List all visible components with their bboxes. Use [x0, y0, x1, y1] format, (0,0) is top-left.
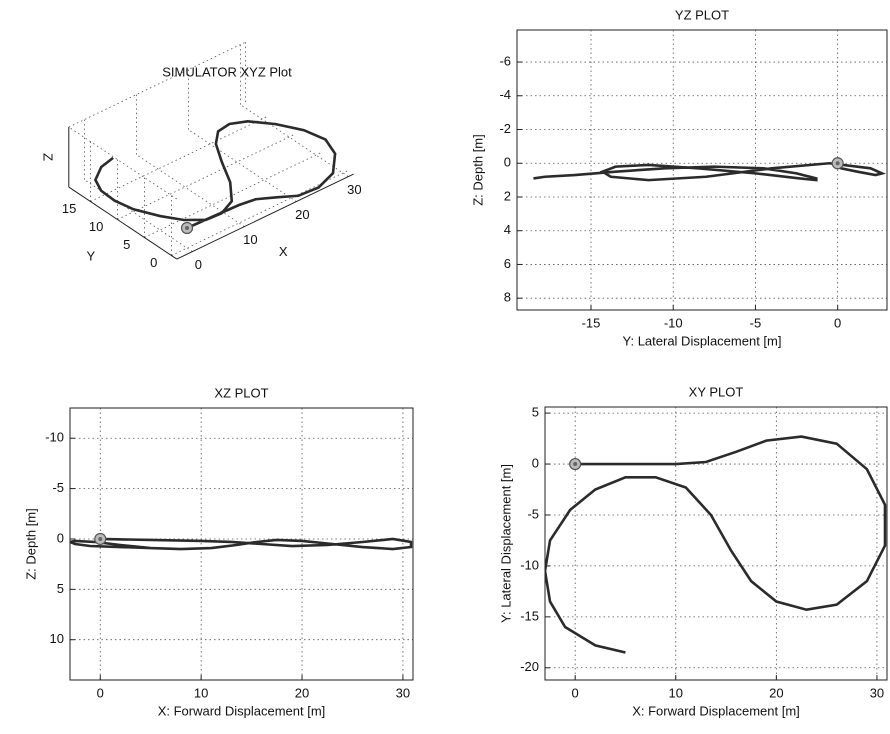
start-marker-center [185, 226, 189, 230]
x-tick-label: 30 [396, 685, 410, 700]
start-marker-center [98, 536, 103, 541]
y-axis-label: Y [86, 249, 95, 264]
y-tick-label: 4 [504, 222, 511, 237]
x-axis-label: X: Forward Displacement [m] [632, 703, 800, 718]
y-tick-label: -10 [520, 557, 539, 572]
y-axis-label: Z: Depth [m] [470, 134, 485, 206]
axes-box [544, 406, 888, 681]
y-tick-label: 6 [504, 256, 511, 271]
x-axis [176, 173, 354, 260]
grid-line [144, 152, 322, 238]
y-axis-label: Y: Lateral Displacement [m] [498, 464, 513, 623]
x-tick-label: 20 [295, 207, 309, 222]
x-axis-label: X: Forward Displacement [m] [158, 703, 326, 718]
start-marker-center [835, 161, 840, 166]
x-tick-label: -5 [750, 315, 762, 330]
trajectory-line [545, 435, 887, 654]
chart-title: SIMULATOR XYZ Plot [162, 64, 292, 79]
grid-line [136, 154, 245, 227]
y-tick-label: 2 [504, 188, 511, 203]
y-tick-label: -2 [499, 121, 511, 136]
y-tick-label: 10 [89, 219, 103, 234]
y-tick-label: 10 [50, 631, 64, 646]
y-tick-label: -6 [499, 53, 511, 68]
x-tick-label: 20 [295, 685, 309, 700]
x-tick-label: 20 [769, 685, 783, 700]
trajectory-line [70, 537, 413, 551]
z-axis-label: Z [40, 153, 55, 161]
grid-line [240, 104, 349, 177]
subplot-3d: 0 10 20 30 0 5 10 15 X Y Z SIMULATOR XYZ Plot [40, 41, 362, 272]
subplot: 0 10 20 30 -20 -15 -10 -5 0 5 XY PLOT X: Forward Di… [498, 384, 888, 718]
x-tick-label: 0 [572, 685, 579, 700]
y-tick-label: 5 [532, 405, 539, 420]
box-edge [68, 126, 178, 200]
x-axis-label: X [279, 244, 288, 259]
grid-line [171, 170, 349, 256]
y-tick-label: 0 [504, 155, 511, 170]
axes-box [516, 29, 888, 311]
y-axis-label: Z: Depth [m] [23, 508, 38, 580]
y-tick-label: 5 [57, 581, 64, 596]
chart-title: YZ PLOT [675, 7, 729, 22]
x-tick-label: -15 [582, 315, 601, 330]
x-tick-label: 0 [195, 257, 202, 272]
y-tick-label: 5 [123, 237, 130, 252]
x-tick-label: 30 [347, 182, 361, 197]
y-tick-label: -4 [499, 87, 511, 102]
y-tick-label: 0 [532, 455, 539, 470]
start-marker-center [573, 462, 578, 467]
y-tick-label: 15 [62, 201, 76, 216]
trajectory-line [93, 120, 337, 230]
grid-line [188, 129, 297, 202]
y-tick-label: -15 [520, 608, 539, 623]
y-tick-label: -5 [527, 506, 539, 521]
subplot: -15 -10 -5 0 -6 -4 -2 0 2 4 6 8 YZ PLOT Y: Lateral Di… [470, 7, 888, 348]
grid-line [117, 134, 295, 220]
subplot: 0 10 20 30 -10 -5 0 5 10 XZ PLOT X: Forward Displa… [23, 385, 414, 718]
trajectory-line [533, 161, 887, 182]
chart-title: XZ PLOT [214, 385, 268, 400]
y-tick-label: -20 [520, 659, 539, 674]
x-tick-label: 10 [669, 685, 683, 700]
axes-box [69, 407, 414, 681]
y-tick-label: 0 [150, 255, 157, 270]
x-axis-label: Y: Lateral Displacement [m] [623, 333, 782, 348]
x-tick-label: 0 [834, 315, 841, 330]
grid-line [90, 116, 268, 202]
y-tick-label: -5 [52, 480, 64, 495]
y-axis [68, 186, 178, 260]
x-tick-label: -10 [664, 315, 683, 330]
chart-title: XY PLOT [689, 384, 744, 399]
y-tick-label: 0 [57, 530, 64, 545]
box-edge [68, 41, 246, 128]
x-tick-label: 10 [243, 232, 257, 247]
x-tick-label: 0 [97, 685, 104, 700]
y-tick-label: -10 [45, 430, 64, 445]
y-tick-label: 8 [504, 290, 511, 305]
x-tick-label: 30 [870, 685, 884, 700]
x-tick-label: 10 [194, 685, 208, 700]
